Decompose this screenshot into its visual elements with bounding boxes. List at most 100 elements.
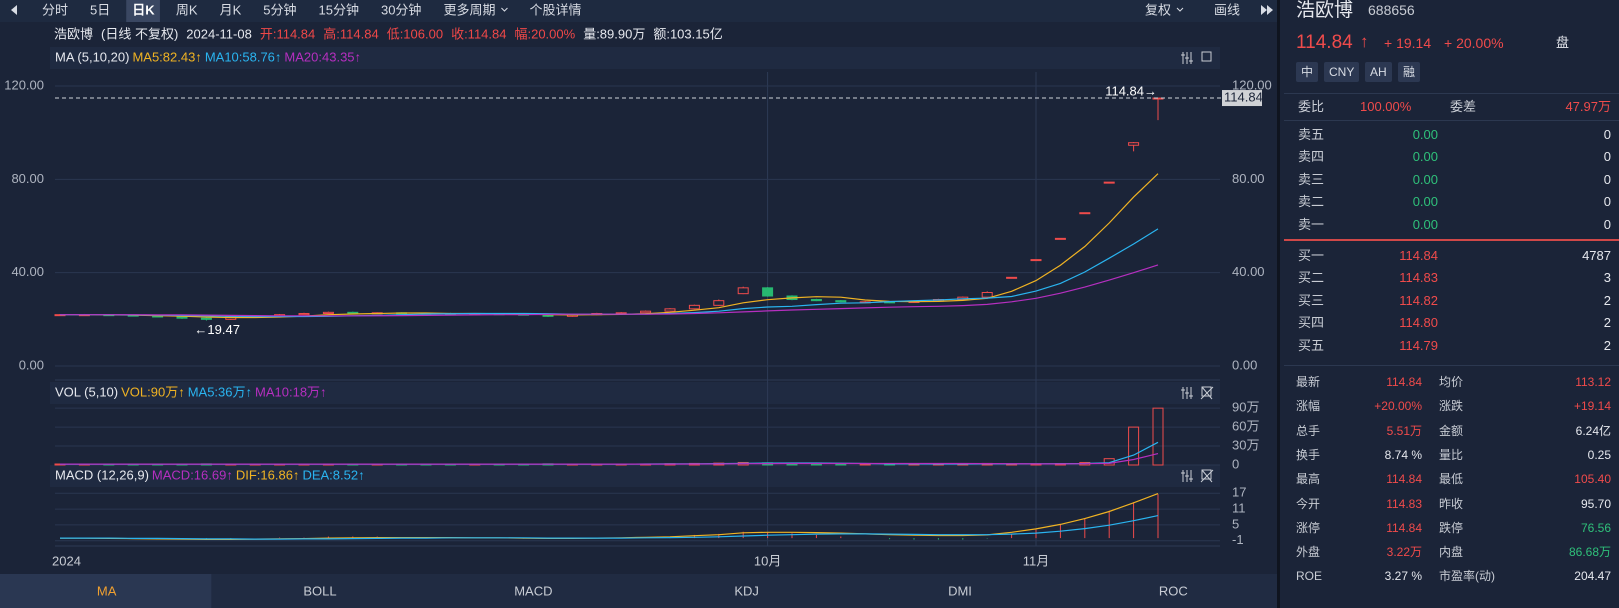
indicator-line bbox=[60, 515, 1159, 540]
legend-item: MA10:58.76↑ bbox=[205, 49, 282, 64]
indicator-line bbox=[60, 493, 1159, 540]
y-tick-label: 90万 bbox=[1232, 400, 1259, 415]
chevron bbox=[1176, 7, 1184, 12]
stat-value: 8.74 % bbox=[1384, 447, 1422, 462]
indicator-tab[interactable]: BOLL bbox=[303, 583, 336, 598]
date: 2024-11-08 bbox=[186, 26, 252, 41]
stat-value: +20.00% bbox=[1374, 399, 1422, 414]
stat-value: 0.25 bbox=[1587, 447, 1611, 462]
book-price: 0.00 bbox=[1412, 149, 1438, 165]
candle-body bbox=[1006, 276, 1018, 279]
book-label: 买一 bbox=[1298, 248, 1325, 263]
stat-value: 105.40 bbox=[1574, 472, 1611, 487]
next-icon[interactable] bbox=[1261, 5, 1267, 15]
period-tab[interactable]: 日K bbox=[132, 2, 155, 17]
period-tab[interactable]: 15分钟 bbox=[319, 2, 359, 17]
stat-label: 外盘 bbox=[1296, 545, 1321, 560]
stat-value: 3.22万 bbox=[1386, 545, 1422, 560]
tab-bar bbox=[0, 574, 1277, 608]
period-tab[interactable]: 个股详情 bbox=[529, 2, 581, 17]
candle-body bbox=[1128, 142, 1140, 146]
period-tab[interactable]: 30分钟 bbox=[381, 2, 421, 17]
legend-item: MA5:82.43↑ bbox=[132, 49, 201, 64]
committee-label: 委比 bbox=[1298, 99, 1325, 114]
book-label: 卖一 bbox=[1298, 216, 1325, 232]
stat-label: 市盈率(动) bbox=[1439, 569, 1495, 584]
tag[interactable]: AH bbox=[1365, 62, 1392, 82]
rule bbox=[1284, 239, 1619, 241]
book-qty: 0 bbox=[1603, 194, 1611, 210]
tag[interactable]: CNY bbox=[1324, 62, 1360, 82]
period-tab[interactable]: 5分钟 bbox=[263, 2, 296, 17]
stat-value: +19.14 bbox=[1573, 399, 1611, 414]
stat-label: 最低 bbox=[1439, 472, 1464, 487]
indicator-line bbox=[60, 264, 1159, 317]
stat-label: 均价 bbox=[1439, 375, 1464, 389]
tag[interactable]: 融 bbox=[1398, 62, 1421, 82]
indicator-tab[interactable]: DMI bbox=[948, 583, 972, 598]
stat-value: 86.68万 bbox=[1568, 545, 1611, 560]
x-tick-label: 10月 bbox=[754, 553, 781, 568]
quote-panel: 浩欧博 688656 114.84 ↑ + 19.14 + 20.00% 盘中 CNY AH 融委… bbox=[1284, 0, 1619, 608]
next-icon[interactable] bbox=[1267, 5, 1273, 15]
book-price: 114.80 bbox=[1399, 315, 1438, 331]
adjust-button[interactable]: 复权 bbox=[1145, 2, 1171, 17]
book-price: 0.00 bbox=[1412, 127, 1438, 142]
y-tick-label: 120.00 bbox=[4, 77, 44, 92]
candle-body bbox=[664, 308, 676, 312]
period-tab[interactable]: 月K bbox=[220, 2, 242, 17]
stat-label: 内盘 bbox=[1439, 545, 1464, 560]
period-tab[interactable]: 分时 bbox=[42, 2, 68, 17]
indicator-tab[interactable]: KDJ bbox=[734, 583, 759, 598]
diff-label: 委差 bbox=[1450, 99, 1477, 114]
selected-tab bbox=[126, 0, 160, 22]
icon[interactable] bbox=[1201, 469, 1212, 480]
y-tick-label: 11 bbox=[1232, 501, 1246, 516]
period-tab[interactable]: 周K bbox=[176, 2, 198, 17]
period-tab[interactable]: 5日 bbox=[90, 2, 110, 17]
arrow: ↑ bbox=[1360, 32, 1369, 51]
book-qty: 0 bbox=[1603, 149, 1611, 165]
indicator-title: MA (5,10,20) bbox=[55, 49, 129, 64]
stat-value: 6.24亿 bbox=[1575, 423, 1611, 438]
change: 幅:20.00% bbox=[514, 26, 575, 41]
stat-label: 今开 bbox=[1296, 496, 1321, 511]
y-tick-label: 80.00 bbox=[11, 171, 44, 186]
stat-value: 114.84 bbox=[1386, 472, 1422, 487]
indicator-tab[interactable]: ROC bbox=[1159, 583, 1188, 598]
stat-value: 3.27 % bbox=[1384, 569, 1422, 584]
diff-value: 47.97万 bbox=[1565, 99, 1611, 114]
tag[interactable]: 中 bbox=[1296, 62, 1319, 82]
candle-body bbox=[835, 300, 847, 303]
candle-body bbox=[1030, 259, 1042, 262]
volume-bar bbox=[1103, 458, 1115, 466]
close-icon bbox=[1200, 386, 1214, 400]
stat-value: 5.51万 bbox=[1386, 423, 1422, 438]
x-tick-label: 2024 bbox=[52, 553, 81, 568]
candle-body bbox=[713, 300, 725, 306]
book-qty: 4787 bbox=[1582, 248, 1611, 263]
indicator-tab[interactable]: MACD bbox=[514, 583, 552, 598]
candle-body bbox=[176, 316, 188, 319]
stat-label: 最高 bbox=[1296, 472, 1321, 487]
stat-label: 总手 bbox=[1296, 423, 1321, 438]
book-label: 卖五 bbox=[1298, 127, 1325, 142]
book-label: 买二 bbox=[1298, 270, 1325, 286]
prev-icon[interactable] bbox=[11, 5, 17, 15]
side-label: 盘 bbox=[1556, 35, 1570, 50]
pct: + 20.00% bbox=[1444, 35, 1504, 51]
candle-body bbox=[640, 310, 652, 314]
period-tab[interactable]: 更多周期 bbox=[443, 2, 495, 17]
icon[interactable] bbox=[1201, 386, 1212, 397]
stat-label: 涨幅 bbox=[1296, 399, 1321, 414]
indicator-tab[interactable]: MA bbox=[97, 583, 117, 598]
draw-button[interactable]: 画线 bbox=[1214, 2, 1240, 17]
y-tick-label: 60万 bbox=[1232, 419, 1259, 434]
candle-body bbox=[810, 299, 822, 302]
stat-label: 涨跌 bbox=[1439, 399, 1464, 414]
rule bbox=[1284, 93, 1619, 94]
candle-body bbox=[347, 311, 359, 315]
icon[interactable] bbox=[1201, 51, 1212, 62]
stat-label: 涨停 bbox=[1296, 520, 1321, 535]
